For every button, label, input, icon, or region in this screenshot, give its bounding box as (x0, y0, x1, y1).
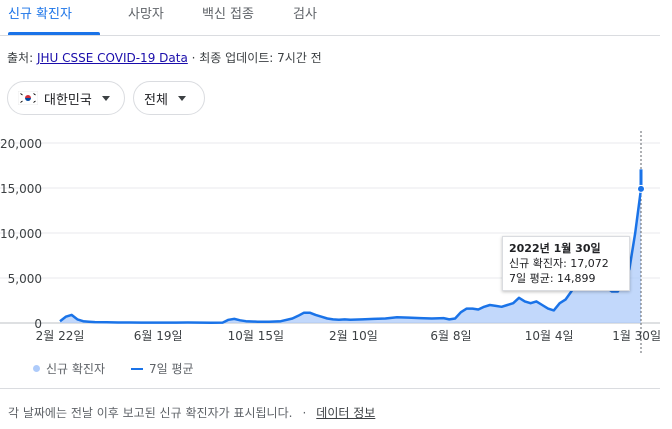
x-tick-label: 6월 8일 (430, 329, 471, 343)
x-tick-label: 2월 10일 (329, 329, 378, 343)
dropdown-arrow-icon (101, 95, 110, 101)
footer: 각 날짜에는 전날 이후 보고된 신규 확진자가 표시됩니다. · 데이터 정보 (8, 404, 375, 421)
highlight-point (637, 184, 645, 193)
tabs-divider (0, 35, 660, 36)
dropdown-arrow-icon (177, 95, 186, 101)
new-cases-legend-dot-icon (33, 365, 40, 372)
x-tick-label: 10월 4일 (525, 329, 574, 343)
chart-tooltip: 2022년 1월 30일 신규 확진자: 17,072 7일 평균: 14,89… (502, 236, 630, 291)
tab-bar: 신규 확진자 사망자 백신 접종 검사 (0, 0, 672, 36)
footer-divider (0, 388, 660, 389)
x-tick-label: 2월 22일 (36, 329, 85, 343)
y-tick-label: 10,000 (0, 227, 42, 241)
x-tick-label: 6월 19일 (134, 329, 183, 343)
y-tick-label: 15,000 (0, 182, 42, 196)
korea-flag-icon (18, 91, 38, 105)
average-legend-line-icon (131, 367, 144, 370)
footer-note: 각 날짜에는 전날 이후 보고된 신규 확진자가 표시됩니다. (8, 406, 293, 420)
legend-new-cases: 신규 확진자 (46, 362, 106, 376)
data-info-link[interactable]: 데이터 정보 (316, 406, 376, 420)
scope-label: 전체 (144, 92, 168, 108)
x-tick-label: 1월 30일 (612, 329, 661, 343)
tab-new-cases[interactable]: 신규 확진자 (8, 7, 72, 22)
footer-separator: · (302, 406, 307, 420)
data-source-line: 출처: JHU CSSE COVID-19 Data · 최종 업데이트: 7시… (7, 49, 322, 66)
x-tick-label: 10월 15일 (228, 329, 284, 343)
tooltip-date: 2022년 1월 30일 (509, 242, 601, 255)
tab-deaths[interactable]: 사망자 (128, 7, 164, 22)
tab-vaccinations[interactable]: 백신 접종 (202, 7, 254, 22)
active-tab-indicator (8, 32, 100, 35)
y-tick-label: 0 (34, 317, 42, 331)
y-tick-label: 5,000 (8, 272, 42, 286)
y-tick-label: 20,000 (0, 137, 42, 151)
source-link[interactable]: JHU CSSE COVID-19 Data (36, 51, 188, 65)
last-updated: · 최종 업데이트: 7시간 전 (187, 51, 322, 65)
seven-day-average-line (59, 188, 643, 324)
new-cases-area (60, 188, 641, 323)
scope-dropdown[interactable]: 전체 (133, 81, 205, 115)
source-prefix: 출처: (7, 51, 37, 65)
tooltip-cases: 신규 확진자: 17,072 (509, 257, 609, 270)
cases-chart[interactable]: 0 5,000 10,000 15,000 20,000 2월 22일 6월 19일 10월 … (0, 125, 672, 357)
legend-7day-average: 7일 평균 (149, 362, 194, 376)
tooltip-average: 7일 평균: 14,899 (509, 272, 596, 285)
region-label: 대한민국 (44, 92, 92, 108)
region-dropdown[interactable]: 대한민국 (7, 81, 125, 115)
tab-tests[interactable]: 검사 (293, 7, 317, 22)
chart-legend: 신규 확진자 7일 평균 (33, 360, 194, 377)
